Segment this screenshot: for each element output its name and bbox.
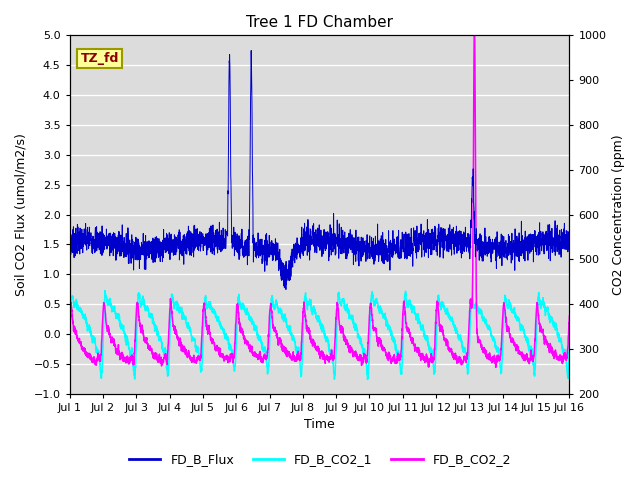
X-axis label: Time: Time <box>304 419 335 432</box>
Text: TZ_fd: TZ_fd <box>81 52 119 65</box>
Y-axis label: Soil CO2 Flux (umol/m2/s): Soil CO2 Flux (umol/m2/s) <box>15 133 28 296</box>
Y-axis label: CO2 Concentration (ppm): CO2 Concentration (ppm) <box>612 134 625 295</box>
Title: Tree 1 FD Chamber: Tree 1 FD Chamber <box>246 15 393 30</box>
Legend: FD_B_Flux, FD_B_CO2_1, FD_B_CO2_2: FD_B_Flux, FD_B_CO2_1, FD_B_CO2_2 <box>124 448 516 471</box>
